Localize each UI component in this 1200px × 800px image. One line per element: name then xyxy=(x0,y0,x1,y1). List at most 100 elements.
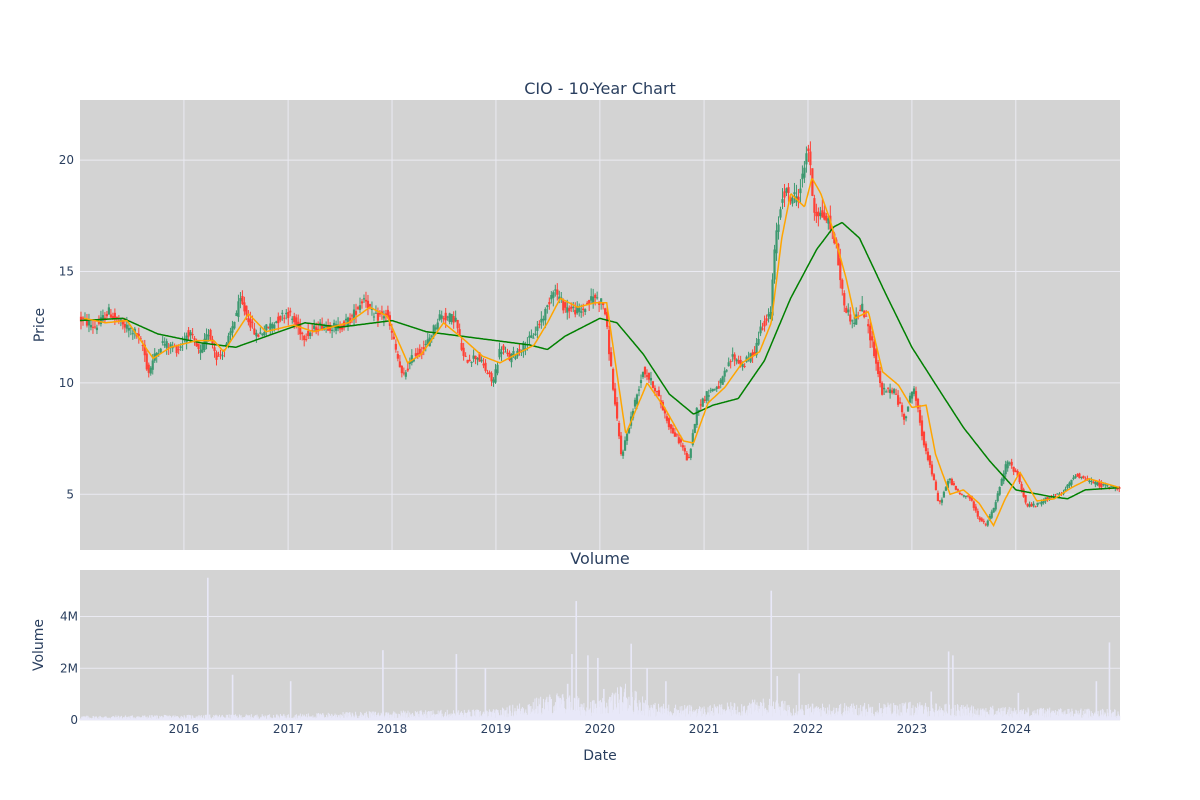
volume-bar xyxy=(431,714,433,720)
candle-body-up xyxy=(199,349,202,354)
volume-bar xyxy=(410,717,412,720)
volume-bar xyxy=(262,715,264,720)
volume-bar xyxy=(861,716,863,720)
volume-bar xyxy=(720,707,722,720)
volume-bar xyxy=(418,713,420,720)
volume-bar xyxy=(833,707,835,720)
volume-bar xyxy=(410,714,412,720)
volume-bar xyxy=(946,713,948,720)
volume-bar xyxy=(316,717,318,720)
volume-bar xyxy=(1116,715,1118,720)
volume-bar xyxy=(902,715,904,720)
candle-body-down xyxy=(368,303,372,307)
x-tick-label: 2019 xyxy=(481,722,512,736)
volume-bar xyxy=(869,707,871,720)
volume-bar xyxy=(531,711,533,720)
volume-bar xyxy=(490,711,492,720)
candle-body-up xyxy=(1038,502,1041,504)
volume-bar xyxy=(433,713,435,720)
volume-bar xyxy=(800,711,802,720)
volume-bar xyxy=(479,711,481,720)
volume-bar xyxy=(491,716,493,720)
volume-bar xyxy=(939,706,941,720)
volume-bar xyxy=(566,699,568,720)
volume-bar xyxy=(765,714,767,720)
volume-bar xyxy=(706,712,708,720)
volume-bar xyxy=(304,716,306,720)
volume-bar xyxy=(620,687,622,720)
candle-body-up xyxy=(1006,461,1009,469)
volume-bar xyxy=(158,718,160,720)
candle-body-up xyxy=(530,335,533,338)
volume-bar xyxy=(177,716,179,720)
candle-body-down xyxy=(849,314,852,322)
volume-bar xyxy=(375,711,377,720)
volume-bar xyxy=(481,717,483,720)
candle-body-up xyxy=(271,324,274,329)
volume-bar xyxy=(1074,713,1076,720)
volume-bar xyxy=(802,709,804,720)
volume-bar xyxy=(160,716,162,720)
volume-bar xyxy=(687,705,689,720)
volume-bar xyxy=(911,708,913,720)
volume-bar xyxy=(926,716,928,720)
volume-bar xyxy=(804,704,806,720)
volume-bar xyxy=(431,715,433,720)
volume-bar xyxy=(707,707,709,720)
candle-body-down xyxy=(586,302,589,305)
volume-bar xyxy=(558,696,560,720)
volume-bar xyxy=(132,717,134,720)
volume-bar xyxy=(152,717,154,720)
volume-bar xyxy=(475,711,477,720)
volume-bar xyxy=(1056,714,1058,720)
volume-bar xyxy=(636,706,638,720)
volume-bar xyxy=(127,716,129,720)
candle-body-down xyxy=(490,373,493,382)
volume-bar xyxy=(825,713,827,720)
candle-body-down xyxy=(932,474,936,481)
volume-bar xyxy=(110,717,112,720)
volume-bar xyxy=(577,699,579,720)
volume-bar xyxy=(454,715,456,720)
volume-bar xyxy=(336,717,338,720)
volume-bar xyxy=(821,710,823,720)
volume-bar xyxy=(730,702,732,720)
volume-bar xyxy=(556,693,558,720)
volume-bar xyxy=(800,708,802,720)
volume-bar xyxy=(844,703,846,720)
candle-body-down xyxy=(859,309,862,312)
volume-bar xyxy=(981,708,983,720)
volume-bar xyxy=(1021,709,1023,720)
candle-body-down xyxy=(643,366,647,375)
candle-body-up xyxy=(771,279,774,316)
volume-bar xyxy=(225,714,227,720)
volume-bar xyxy=(1073,713,1075,720)
volume-bar xyxy=(425,714,427,720)
volume-bar xyxy=(379,716,381,720)
volume-bar xyxy=(884,708,886,720)
volume-bar xyxy=(889,707,891,720)
candle-body-up xyxy=(777,224,780,232)
volume-bar xyxy=(721,709,723,720)
volume-bar xyxy=(1087,708,1089,720)
volume-bar xyxy=(581,704,583,720)
volume-bar xyxy=(745,713,747,720)
volume-bar xyxy=(1072,716,1074,720)
candle-body-down xyxy=(147,364,150,373)
volume-bar xyxy=(373,711,375,720)
volume-bar xyxy=(328,717,330,720)
volume-bar xyxy=(639,704,641,720)
volume-bar xyxy=(1040,707,1042,720)
volume-bar xyxy=(632,710,634,720)
volume-bar xyxy=(848,706,850,720)
volume-bar xyxy=(959,710,961,720)
volume-bar xyxy=(103,716,105,720)
volume-bar xyxy=(161,716,163,720)
volume-bar xyxy=(115,717,117,720)
volume-bar xyxy=(230,714,232,720)
volume-bar xyxy=(166,715,168,720)
volume-bar xyxy=(619,699,621,720)
volume-bar xyxy=(252,717,254,720)
